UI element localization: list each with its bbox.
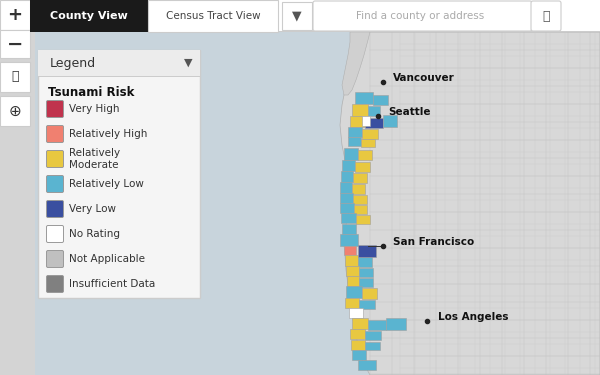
Polygon shape	[358, 245, 376, 257]
Text: Relatively
Moderate: Relatively Moderate	[69, 148, 120, 170]
FancyBboxPatch shape	[313, 1, 532, 31]
Bar	[38, 76, 200, 77]
FancyBboxPatch shape	[47, 176, 64, 192]
Polygon shape	[358, 360, 376, 370]
Polygon shape	[365, 342, 380, 350]
FancyBboxPatch shape	[47, 276, 64, 292]
Text: Very High: Very High	[69, 104, 119, 114]
Polygon shape	[348, 137, 361, 146]
Polygon shape	[358, 150, 372, 160]
Polygon shape	[349, 308, 363, 318]
Polygon shape	[359, 300, 375, 309]
Bar	[0, 31, 600, 32]
FancyBboxPatch shape	[47, 201, 64, 217]
Polygon shape	[342, 160, 355, 171]
Polygon shape	[346, 266, 359, 276]
Text: Insufficient Data: Insufficient Data	[69, 279, 155, 289]
FancyBboxPatch shape	[47, 251, 64, 267]
Polygon shape	[365, 118, 383, 128]
Text: Tsunami Risk: Tsunami Risk	[48, 86, 134, 99]
Bar	[0, 96, 30, 126]
Polygon shape	[361, 139, 375, 147]
Polygon shape	[342, 224, 356, 234]
Polygon shape	[341, 213, 356, 223]
Text: Seattle: Seattle	[388, 107, 431, 117]
Text: ▼: ▼	[292, 9, 302, 22]
Polygon shape	[342, 32, 370, 95]
FancyBboxPatch shape	[38, 50, 200, 298]
Polygon shape	[351, 340, 365, 350]
Text: +: +	[7, 6, 23, 24]
Text: Relatively High: Relatively High	[69, 129, 148, 139]
Polygon shape	[352, 318, 368, 329]
Text: −: −	[7, 34, 23, 54]
Text: Find a county or address: Find a county or address	[356, 11, 484, 21]
Text: 🏠: 🏠	[11, 70, 19, 84]
Polygon shape	[368, 320, 386, 330]
Polygon shape	[368, 106, 380, 116]
Polygon shape	[365, 331, 381, 340]
Text: Census Tract View: Census Tract View	[166, 11, 260, 21]
Polygon shape	[383, 115, 397, 127]
Polygon shape	[340, 193, 353, 203]
Text: ⊕: ⊕	[8, 104, 22, 118]
Text: County View: County View	[50, 11, 128, 21]
Polygon shape	[353, 173, 367, 183]
Text: Very Low: Very Low	[69, 204, 116, 214]
Polygon shape	[358, 257, 372, 267]
Polygon shape	[373, 95, 388, 105]
Polygon shape	[340, 234, 358, 246]
Polygon shape	[350, 329, 365, 339]
Polygon shape	[362, 129, 378, 139]
Polygon shape	[347, 276, 359, 286]
Polygon shape	[340, 32, 600, 375]
Bar	[0, 30, 30, 58]
Bar	[0, 0, 600, 32]
Text: Legend: Legend	[50, 57, 96, 69]
Polygon shape	[345, 298, 359, 308]
Bar	[282, 2, 312, 30]
Polygon shape	[344, 246, 356, 255]
Text: Not Applicable: Not Applicable	[69, 254, 145, 264]
Text: ▼: ▼	[184, 58, 192, 68]
Polygon shape	[340, 182, 352, 193]
Text: Relatively Low: Relatively Low	[69, 179, 144, 189]
Bar	[0, 62, 30, 92]
Text: No Rating: No Rating	[69, 229, 120, 239]
Bar	[30, 0, 148, 32]
Bar	[0, 0, 30, 30]
FancyBboxPatch shape	[47, 225, 64, 243]
Polygon shape	[344, 148, 358, 160]
Polygon shape	[355, 92, 373, 104]
Polygon shape	[353, 195, 367, 204]
FancyBboxPatch shape	[47, 100, 64, 117]
Polygon shape	[359, 278, 373, 287]
Polygon shape	[348, 127, 362, 137]
Polygon shape	[356, 215, 370, 224]
Text: Vancouver: Vancouver	[393, 73, 455, 83]
Polygon shape	[362, 288, 377, 299]
Polygon shape	[386, 318, 406, 330]
Polygon shape	[346, 286, 362, 298]
Polygon shape	[345, 255, 358, 266]
Polygon shape	[355, 162, 370, 172]
Text: San Francisco: San Francisco	[393, 237, 474, 247]
FancyBboxPatch shape	[531, 1, 561, 31]
Text: 🔍: 🔍	[542, 9, 550, 22]
Bar	[148, 0, 278, 32]
Polygon shape	[362, 116, 370, 126]
Polygon shape	[354, 205, 367, 214]
Bar	[38, 50, 200, 76]
Polygon shape	[352, 104, 368, 116]
Text: Los Angeles: Los Angeles	[438, 312, 509, 322]
Polygon shape	[352, 184, 365, 194]
FancyBboxPatch shape	[47, 150, 64, 168]
Polygon shape	[352, 350, 366, 360]
Polygon shape	[340, 203, 354, 213]
Polygon shape	[341, 171, 353, 182]
Polygon shape	[359, 268, 373, 277]
FancyBboxPatch shape	[47, 126, 64, 142]
Polygon shape	[350, 116, 365, 127]
